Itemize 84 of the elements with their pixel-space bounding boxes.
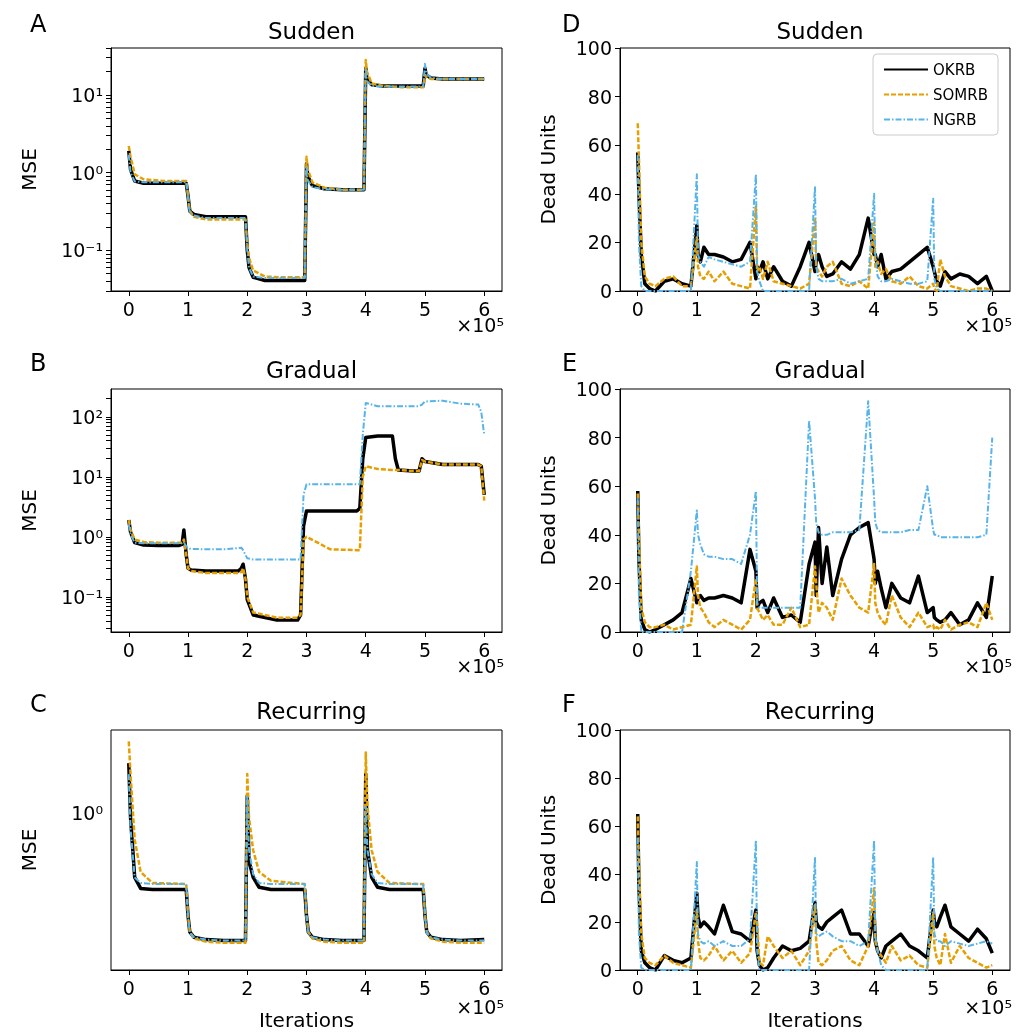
x-tick-label: 5 xyxy=(927,297,940,320)
y-axis-title: MSE xyxy=(17,828,41,872)
y-axis-title: MSE xyxy=(17,489,41,532)
y-tick-label: 10¹ xyxy=(71,83,103,106)
x-tick-label: 2 xyxy=(241,638,254,661)
x-tick-label: 2 xyxy=(749,976,762,999)
chart-title: Recurring xyxy=(256,697,367,724)
x-tick-label: 1 xyxy=(690,976,703,999)
x-axis-title: Iterations xyxy=(258,1008,355,1032)
y-axis-title: MSE xyxy=(17,148,41,191)
x-tick-label: 1 xyxy=(690,638,703,661)
text: C xyxy=(30,690,47,718)
y-tick-label: 100 xyxy=(575,37,612,59)
y-axis-title: Dead Units xyxy=(536,455,560,566)
x-tick-label: 4 xyxy=(359,976,372,999)
y-tick-label: 0 xyxy=(599,959,612,981)
legend-label: OKRB xyxy=(933,60,976,79)
y-tick-label: 40 xyxy=(587,182,612,205)
x-tick-label: 3 xyxy=(808,976,822,999)
y-tick-label: 100 xyxy=(575,378,612,400)
x-tick-label: 1 xyxy=(690,297,703,320)
chart-title: Sudden xyxy=(776,17,864,44)
y-tick-label: 40 xyxy=(587,523,612,546)
y-tick-label: 0 xyxy=(599,280,612,302)
text: B xyxy=(30,349,47,377)
x-tick-label: 0 xyxy=(631,297,644,320)
x-tick-label: 1 xyxy=(181,638,195,661)
x-tick-label: 3 xyxy=(300,976,313,999)
x-tick-label: 1 xyxy=(181,976,195,999)
text: F xyxy=(562,690,576,718)
text: A xyxy=(30,10,47,38)
y-tick-label: 60 xyxy=(587,475,612,498)
y-tick-label: 10⁰ xyxy=(71,161,103,184)
x-tick-label: 5 xyxy=(418,976,432,999)
text: E xyxy=(562,349,578,377)
x-tick-label: 5 xyxy=(418,638,432,661)
y-tick-label: 20 xyxy=(587,572,612,595)
y-tick-label: 80 xyxy=(587,767,612,789)
x-tick-label: 4 xyxy=(868,297,881,320)
x-tick-label: 1 xyxy=(181,297,195,320)
x-axis-title: Iterations xyxy=(767,1008,863,1032)
y-tick-label: 80 xyxy=(587,426,612,449)
y-tick-label: 10² xyxy=(71,405,103,428)
y-tick-label: 0 xyxy=(599,621,612,643)
x-tick-label: 3 xyxy=(808,638,822,661)
chart-title: Sudden xyxy=(267,17,356,44)
x-tick-label: 0 xyxy=(631,638,644,661)
y-tick-label: 80 xyxy=(587,85,612,108)
x-tick-label: 5 xyxy=(927,976,940,999)
y-tick-label: 10¹ xyxy=(71,465,103,488)
y-tick-label: 10⁻¹ xyxy=(61,585,103,608)
x-tick-label: 4 xyxy=(868,976,881,999)
x-tick-label: 3 xyxy=(808,297,822,320)
x-tick-label: 0 xyxy=(631,976,644,999)
y-tick-label: 60 xyxy=(587,815,612,837)
x-tick-label: 4 xyxy=(359,638,372,661)
x-tick-label: 0 xyxy=(122,976,135,999)
chart-title: Gradual xyxy=(265,356,358,383)
x-tick-label: 4 xyxy=(359,297,372,320)
y-tick-label: 20 xyxy=(587,231,612,254)
y-axis-title: Dead Units xyxy=(536,794,560,906)
y-tick-label: 20 xyxy=(587,911,612,933)
text: D xyxy=(562,10,581,38)
x-tick-label: 3 xyxy=(300,297,313,320)
x-tick-label: 4 xyxy=(868,638,881,661)
x-tick-label: 5 xyxy=(927,638,940,661)
x-tick-label: 3 xyxy=(300,638,313,661)
y-tick-label: 10⁰ xyxy=(71,525,103,548)
x-tick-label: 0 xyxy=(122,638,135,661)
y-tick-label: 100 xyxy=(575,719,612,741)
x-tick-label: 2 xyxy=(241,297,254,320)
x-tick-label: 2 xyxy=(241,976,254,999)
chart-title: Recurring xyxy=(764,697,876,724)
x-tick-label: 0 xyxy=(122,297,135,320)
x-tick-label: 2 xyxy=(749,638,762,661)
y-tick-label: 40 xyxy=(587,863,612,885)
y-axis-title: Dead Units xyxy=(536,114,560,225)
y-tick-label: 60 xyxy=(587,134,612,157)
x-tick-label: 5 xyxy=(418,297,432,320)
x-tick-label: 2 xyxy=(749,297,762,320)
y-tick-label: 10⁻¹ xyxy=(61,239,103,262)
legend-label: SOMRB xyxy=(933,85,988,104)
chart-title: Gradual xyxy=(774,356,866,383)
legend-label: NGRB xyxy=(933,110,977,129)
